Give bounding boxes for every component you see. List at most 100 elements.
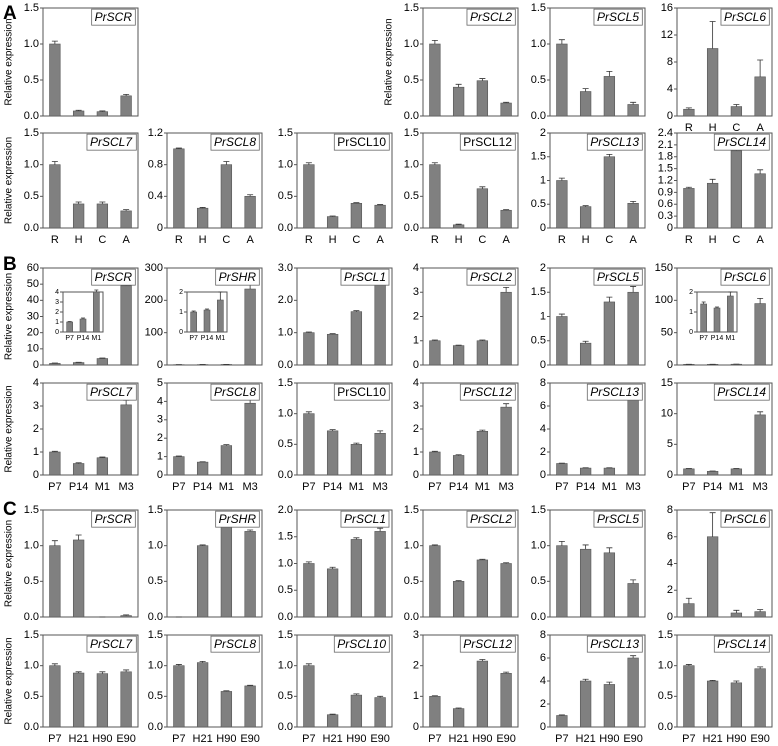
error-bar: [353, 310, 360, 312]
y-tick-label: 0.5: [404, 575, 419, 587]
y-tick-label: 0.0: [404, 611, 419, 623]
x-tick-label: C: [98, 234, 106, 246]
y-tick-label: 1: [413, 690, 419, 702]
chart-title: PrSCL6: [724, 512, 766, 526]
y-tick-label: 1.0: [404, 540, 419, 552]
error-bar: [377, 430, 384, 434]
chart-title: PrSCL12: [463, 385, 512, 399]
x-tick-label: R: [431, 234, 439, 246]
bar: [727, 295, 734, 333]
chart-title: PrSCL12: [463, 637, 512, 651]
bar: [476, 660, 489, 728]
y-tick-label: 0: [55, 329, 59, 336]
bar: [93, 291, 100, 333]
error-bar: [733, 104, 740, 107]
y-tick-label: 16: [661, 2, 673, 14]
error-bar: [757, 297, 764, 304]
y-tick-label: 2: [33, 423, 39, 435]
error-bar: [558, 313, 565, 317]
bar: [326, 568, 339, 618]
y-tick-label: 2.1: [658, 139, 673, 151]
y-tick-label: 0.5: [278, 690, 293, 702]
x-tick-label: M3: [242, 481, 257, 493]
y-tick-label: 1.5: [278, 377, 293, 389]
x-tick-label: E90: [496, 733, 516, 745]
bar: [429, 545, 441, 618]
x-tick-label: R: [685, 234, 693, 246]
bar: [452, 708, 465, 728]
bar: [603, 467, 616, 476]
y-tick-label: 4: [540, 423, 546, 435]
y-tick-label: 3: [55, 299, 59, 306]
y-tick-label: 4: [667, 83, 673, 95]
bar: [72, 539, 85, 618]
bar: [374, 204, 386, 229]
error-bar: [733, 680, 740, 683]
bar: [452, 345, 465, 366]
title-box: [720, 268, 770, 286]
y-tick-label: 15: [661, 377, 673, 389]
error-bar: [75, 462, 82, 464]
error-bar: [75, 109, 82, 111]
y-tick-label: 3: [413, 400, 419, 412]
x-tick-label: E90: [750, 733, 770, 745]
y-tick-label: 0.0: [278, 469, 293, 481]
y-tick-label: 2.0: [278, 504, 293, 516]
error-bar: [305, 331, 312, 333]
error-bar: [709, 178, 716, 184]
title-box: [91, 8, 136, 26]
bar: [627, 203, 639, 229]
y-tick-label: 0: [179, 329, 183, 336]
bar: [303, 332, 315, 366]
x-tick-label: M1: [725, 335, 735, 342]
error-bar: [377, 695, 384, 698]
bar: [49, 43, 61, 117]
y-tick-label: 1.2: [148, 127, 163, 139]
bar: [754, 76, 766, 117]
bar: [476, 430, 489, 476]
bar: [579, 342, 592, 366]
bar: [754, 173, 766, 229]
bar: [452, 86, 465, 117]
title-box: [215, 268, 260, 286]
error-bar: [582, 88, 589, 92]
y-tick-label: 0.0: [24, 611, 39, 623]
y-tick-label: 8: [540, 377, 546, 389]
error-bar: [99, 671, 106, 674]
error-bar: [191, 310, 196, 312]
bar: [452, 455, 465, 476]
bar: [706, 536, 719, 618]
bar: [579, 467, 592, 476]
error-bar: [75, 201, 82, 204]
bar: [579, 91, 592, 117]
bar: [603, 156, 616, 229]
bar: [326, 714, 339, 728]
y-tick-label: 4: [33, 377, 39, 389]
error-bar: [630, 655, 637, 658]
bar: [476, 340, 489, 366]
error-bar: [99, 456, 106, 458]
y-tick-label: 0: [540, 359, 546, 371]
bar: [500, 673, 512, 728]
title-box: [86, 635, 137, 653]
bar: [120, 285, 132, 366]
y-tick-label: 6: [667, 531, 673, 543]
y-tick-label: 0.0: [531, 611, 546, 623]
title-box: [459, 383, 516, 401]
y-tick-label: 1.0: [24, 540, 39, 552]
x-tick-label: E90: [370, 733, 390, 745]
error-bar: [94, 289, 99, 292]
bar: [350, 444, 363, 476]
bar: [603, 301, 616, 366]
bar: [72, 672, 85, 728]
y-tick-label: 0.0: [148, 611, 163, 623]
error-bar: [757, 59, 764, 77]
bar: [72, 362, 85, 366]
error-bar: [455, 580, 462, 582]
y-tick-label: 8: [667, 56, 673, 68]
y-tick-label: 40: [27, 294, 39, 306]
y-tick-label: 4: [667, 557, 673, 569]
error-bar: [51, 40, 58, 44]
chart-title: PrSCL8: [214, 385, 256, 399]
x-tick-label: A: [756, 122, 764, 134]
